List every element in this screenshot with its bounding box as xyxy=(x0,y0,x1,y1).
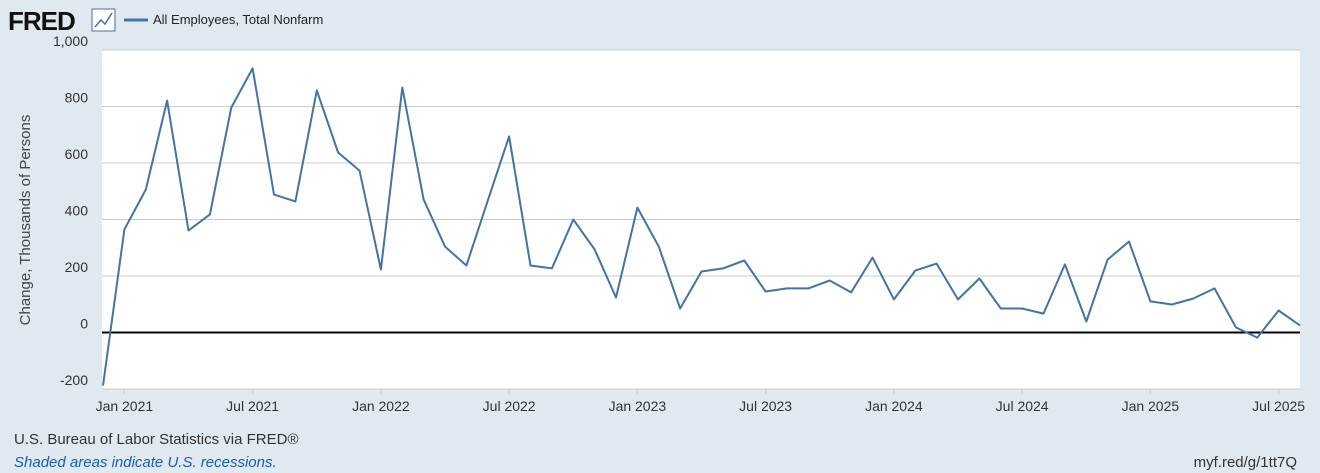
x-tick-label: Jan 2024 xyxy=(865,398,923,414)
x-tick-label: Jan 2021 xyxy=(96,398,154,414)
x-tick-label: Jan 2022 xyxy=(352,398,410,414)
x-tick-label: Jul 2021 xyxy=(226,398,279,414)
source: U.S. Bureau of Labor Statistics via FRED… xyxy=(14,431,299,448)
short-link[interactable]: myf.red/g/1tt7Q xyxy=(1194,454,1297,471)
y-tick-label: 0 xyxy=(80,316,88,332)
x-tick-label: Jan 2023 xyxy=(609,398,667,414)
y-tick-label: 400 xyxy=(65,203,89,219)
y-tick-label: 800 xyxy=(65,90,89,106)
x-tick-label: Jul 2024 xyxy=(996,398,1049,414)
logo-icon xyxy=(91,8,116,32)
y-tick-label: -200 xyxy=(60,372,88,388)
y-tick-label: 1,000 xyxy=(53,33,88,49)
data-line xyxy=(102,67,1301,386)
x-tick-label: Jul 2022 xyxy=(483,398,536,414)
x-tick-label: Jul 2023 xyxy=(739,398,792,414)
y-tick-label: 200 xyxy=(65,259,89,275)
y-tick-label: 600 xyxy=(65,146,89,162)
recession-note: Shaded areas indicate U.S. recessions. xyxy=(14,454,277,471)
x-tick-label: Jul 2025 xyxy=(1252,398,1305,414)
legend-label[interactable]: All Employees, Total Nonfarm xyxy=(153,12,323,27)
logo[interactable]: FRED xyxy=(8,6,76,36)
y-axis-label: Change, Thousands of Persons xyxy=(17,115,34,326)
x-tick-label: Jan 2025 xyxy=(1122,398,1180,414)
